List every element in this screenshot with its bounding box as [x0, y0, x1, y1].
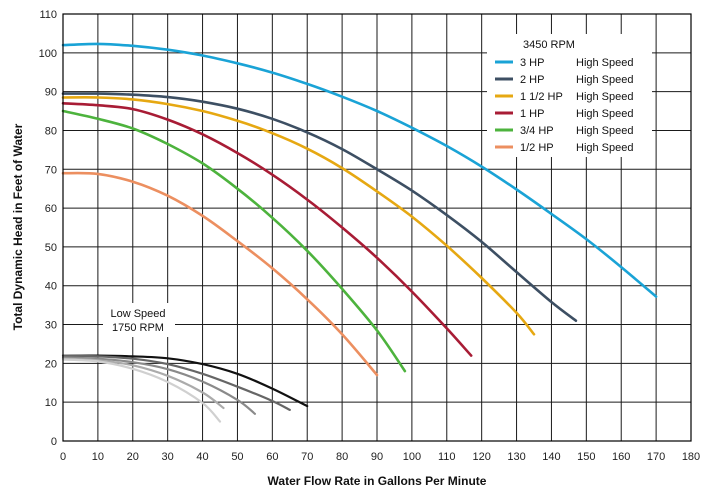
y-tick-label: 0 [51, 436, 57, 448]
legend: 3450 RPM 3 HP High Speed 2 HP High Speed 1 1… [487, 34, 652, 157]
x-tick-label: 110 [438, 451, 456, 463]
series-line [61, 92, 578, 322]
low-speed-curves [61, 354, 309, 423]
low-speed-annotation: Low Speed 1750 RPM [103, 303, 175, 337]
series-line [61, 171, 379, 377]
low-speed-series-line [61, 358, 222, 423]
legend-label: 3 HP [520, 57, 544, 69]
x-tick-label: 40 [196, 451, 208, 463]
y-tick-label: 70 [45, 164, 57, 176]
legend-speed-label: High Speed [576, 74, 634, 86]
legend-title: 3450 RPM [523, 39, 575, 51]
annotation-box [103, 303, 175, 337]
annotation-line-1: Low Speed [110, 308, 165, 320]
annotation-line-2: 1750 RPM [112, 322, 164, 334]
tick-labels: 0 10 20 30 40 50 60 70 80 90 100 110 120 130 140 150 160… [39, 9, 701, 463]
x-tick-label: 150 [577, 451, 595, 463]
legend-box [487, 34, 652, 157]
x-tick-label: 70 [301, 451, 313, 463]
y-tick-label: 20 [45, 358, 57, 370]
series-line [61, 102, 473, 357]
series-line [61, 42, 658, 298]
legend-speed-label: High Speed [576, 91, 634, 103]
x-tick-label: 130 [507, 451, 525, 463]
x-tick-label: 140 [542, 451, 560, 463]
legend-speed-label: High Speed [576, 108, 634, 120]
low-speed-series-line [61, 354, 291, 411]
x-tick-label: 10 [92, 451, 104, 463]
x-tick-label: 90 [371, 451, 383, 463]
plot-border [62, 13, 692, 442]
series-line [61, 109, 407, 373]
series-line [61, 96, 536, 336]
x-tick-label: 50 [231, 451, 243, 463]
y-tick-label: 90 [45, 87, 57, 99]
legend-speed-label: High Speed [576, 125, 634, 137]
y-tick-label: 30 [45, 320, 57, 332]
x-tick-label: 0 [60, 451, 66, 463]
y-tick-label: 110 [39, 9, 57, 21]
legend-speed-label: High Speed [576, 57, 634, 69]
x-tick-label: 20 [127, 451, 139, 463]
x-tick-label: 100 [403, 451, 421, 463]
x-axis-title: Water Flow Rate in Gallons Per Minute [268, 474, 487, 488]
y-tick-label: 40 [45, 281, 57, 293]
legend-label: 1 HP [520, 108, 544, 120]
legend-label: 3/4 HP [520, 125, 554, 137]
y-tick-label: 60 [45, 203, 57, 215]
y-tick-label: 100 [39, 48, 57, 60]
legend-label: 1/2 HP [520, 142, 554, 154]
low-speed-series-line [61, 356, 256, 415]
legend-speed-label: High Speed [576, 142, 634, 154]
x-tick-label: 120 [472, 451, 490, 463]
y-tick-label: 10 [45, 397, 57, 409]
legend-label: 2 HP [520, 74, 544, 86]
high-speed-curves [61, 42, 658, 377]
y-axis-title: Total Dynamic Head in Feet of Water [11, 123, 25, 330]
x-tick-label: 160 [612, 451, 630, 463]
y-tick-label: 80 [45, 125, 57, 137]
x-tick-label: 30 [162, 451, 174, 463]
x-tick-label: 80 [336, 451, 348, 463]
legend-label: 1 1/2 HP [520, 91, 563, 103]
x-tick-label: 170 [647, 451, 665, 463]
x-tick-label: 180 [682, 451, 700, 463]
legend-items: 3 HP High Speed 2 HP High Speed 1 1/2 HP High… [495, 57, 634, 154]
y-tick-label: 50 [45, 242, 57, 254]
x-tick-label: 60 [266, 451, 278, 463]
